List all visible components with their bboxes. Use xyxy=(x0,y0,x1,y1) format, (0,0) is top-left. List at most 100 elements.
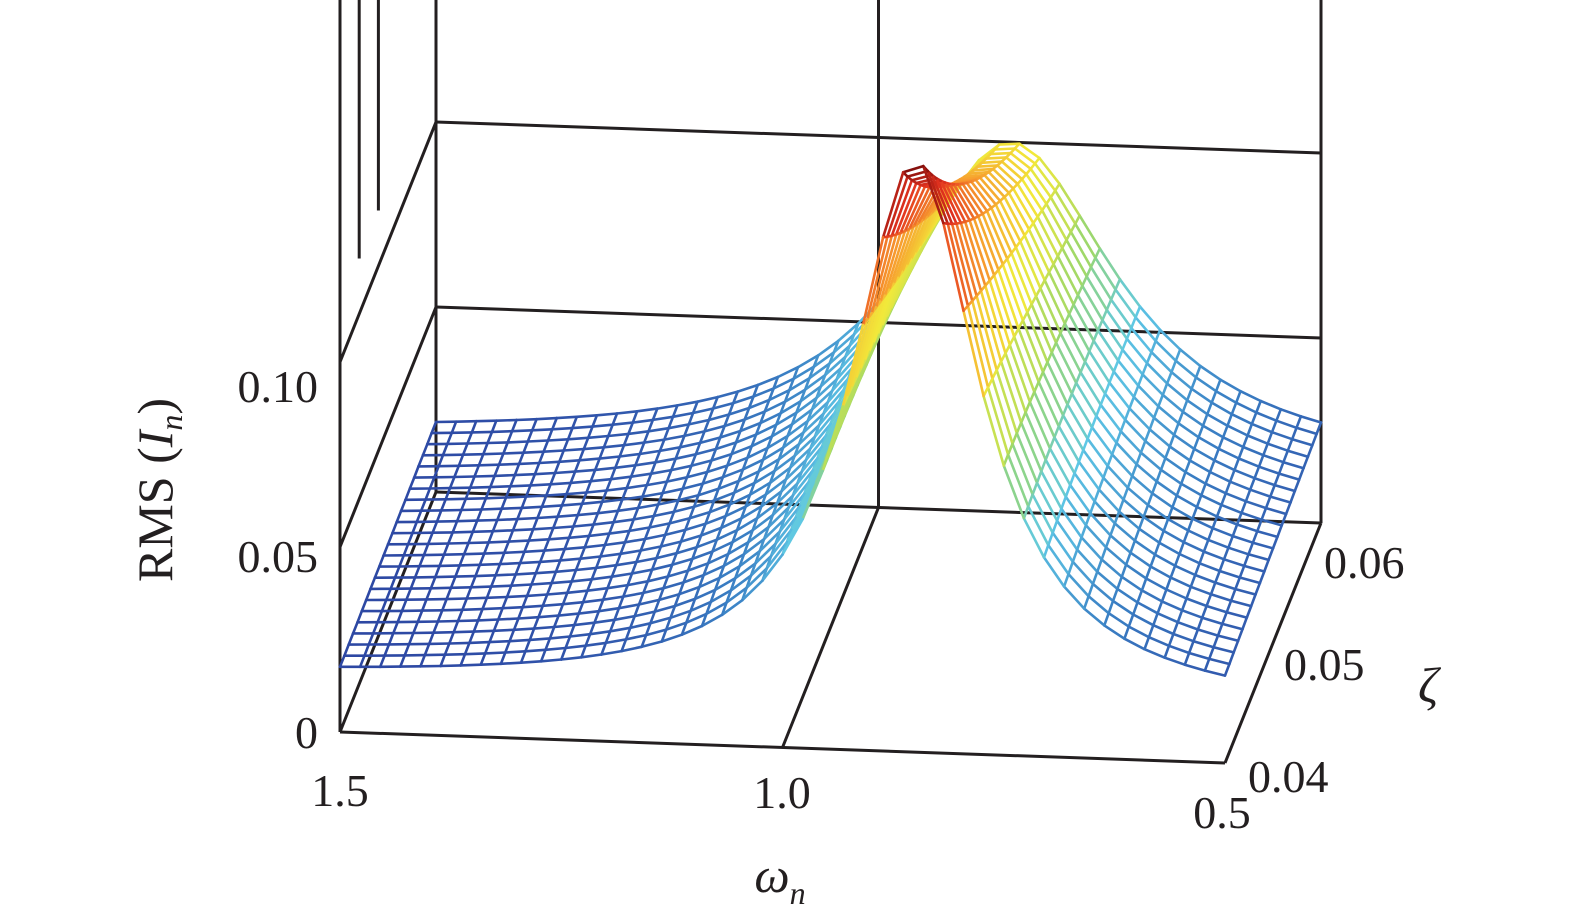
mesh-segment xyxy=(494,562,502,577)
mesh-segment xyxy=(698,430,706,445)
mesh-segment xyxy=(1195,493,1203,509)
mesh-segment xyxy=(1186,517,1194,532)
mesh-segment xyxy=(1080,536,1103,561)
mesh-segment xyxy=(972,217,996,277)
mesh-segment xyxy=(612,509,620,524)
mesh-segment xyxy=(666,563,674,578)
mesh-segment xyxy=(796,354,820,369)
mesh-segment xyxy=(530,571,538,586)
mesh-segment xyxy=(1174,348,1182,363)
mesh-segment xyxy=(438,564,462,568)
mesh-segment xyxy=(1145,361,1169,385)
mesh-segment xyxy=(1212,634,1220,649)
mesh-segment xyxy=(962,309,985,398)
mesh-segment xyxy=(601,595,625,602)
mesh-segment xyxy=(1073,471,1096,503)
mesh-segment xyxy=(484,485,492,500)
mesh-segment xyxy=(470,430,494,434)
mesh-segment xyxy=(613,614,637,622)
mesh-segment xyxy=(1082,448,1105,480)
y-axis-title: ζ xyxy=(1418,657,1442,713)
mesh-segment xyxy=(1132,395,1156,420)
mesh-segment xyxy=(705,459,713,474)
mesh-segment xyxy=(1165,370,1173,385)
mesh-segment xyxy=(607,520,615,535)
mesh-segment xyxy=(1234,389,1242,405)
mesh-segment xyxy=(502,451,525,455)
mesh-segment xyxy=(637,598,661,606)
mesh-segment xyxy=(1026,504,1050,547)
mesh-segment xyxy=(478,562,502,567)
mesh-segment xyxy=(1161,382,1169,397)
mesh-segment xyxy=(604,629,612,645)
mesh-segment xyxy=(1002,464,1026,520)
mesh-segment xyxy=(549,481,573,486)
mesh-segment xyxy=(537,604,545,619)
mesh-segment xyxy=(609,475,633,481)
mesh-segment xyxy=(748,481,772,497)
mesh-segment xyxy=(620,495,644,501)
mesh-segment xyxy=(677,581,685,596)
mesh-segment xyxy=(452,619,460,634)
mesh-segment xyxy=(1169,564,1177,579)
mesh-segment xyxy=(788,447,812,469)
mesh-segment xyxy=(432,464,441,479)
mesh-segment xyxy=(1094,256,1117,291)
mesh-segment xyxy=(582,436,590,451)
mesh-segment xyxy=(1019,421,1043,473)
mesh-segment xyxy=(1143,635,1151,651)
mesh-segment xyxy=(523,549,546,554)
mesh-segment xyxy=(371,620,379,635)
mesh-segment xyxy=(759,410,767,425)
mesh-segment xyxy=(1082,607,1106,627)
mesh-segment xyxy=(822,388,845,416)
mesh-segment xyxy=(1071,548,1079,564)
mesh-segment xyxy=(649,616,672,625)
mesh-segment xyxy=(1242,552,1250,568)
mesh-segment xyxy=(541,602,565,608)
mesh-segment xyxy=(1048,435,1056,450)
mesh-segment xyxy=(1192,435,1200,451)
mesh-segment xyxy=(1104,546,1128,567)
mesh-segment xyxy=(712,487,720,502)
mesh-segment xyxy=(530,427,554,432)
mesh-segment xyxy=(1202,538,1210,553)
mesh-segment xyxy=(675,545,699,555)
mesh-segment xyxy=(662,426,670,441)
mesh-segment xyxy=(1302,455,1310,470)
mesh-segment xyxy=(569,479,593,485)
mesh-segment xyxy=(720,598,744,617)
mesh-segment xyxy=(661,480,669,495)
mesh-segment xyxy=(669,457,678,472)
mesh-segment xyxy=(429,575,437,590)
mesh-segment xyxy=(453,475,476,479)
mesh-segment xyxy=(747,395,755,410)
mesh-segment xyxy=(1152,416,1176,437)
mesh-segment xyxy=(485,595,509,600)
mesh-segment xyxy=(1042,543,1050,559)
mesh-segment xyxy=(1104,534,1112,549)
mesh-segment xyxy=(779,399,803,415)
mesh-segment xyxy=(461,597,469,612)
mesh-segment xyxy=(1183,651,1191,667)
mesh-segment xyxy=(1047,531,1054,547)
mesh-segment xyxy=(465,585,473,600)
mesh-segment xyxy=(658,438,666,453)
mesh-segment xyxy=(503,649,527,654)
mesh-segment xyxy=(698,436,722,445)
mesh-segment xyxy=(1254,581,1262,596)
mesh-segment xyxy=(1043,278,1067,325)
mesh-segment xyxy=(1286,437,1294,453)
mesh-segment xyxy=(444,497,468,501)
mesh-segment xyxy=(509,473,517,488)
mesh-segment xyxy=(625,483,649,490)
mesh-segment xyxy=(683,430,706,438)
mesh-segment xyxy=(1269,495,1292,504)
mesh-segment xyxy=(643,533,667,541)
mesh-segment xyxy=(524,484,532,498)
mesh-segment xyxy=(652,503,660,518)
mesh-segment xyxy=(1025,172,1048,206)
mesh-segment xyxy=(950,222,974,303)
mesh-segment xyxy=(594,563,618,570)
mesh-segment xyxy=(1119,418,1127,433)
